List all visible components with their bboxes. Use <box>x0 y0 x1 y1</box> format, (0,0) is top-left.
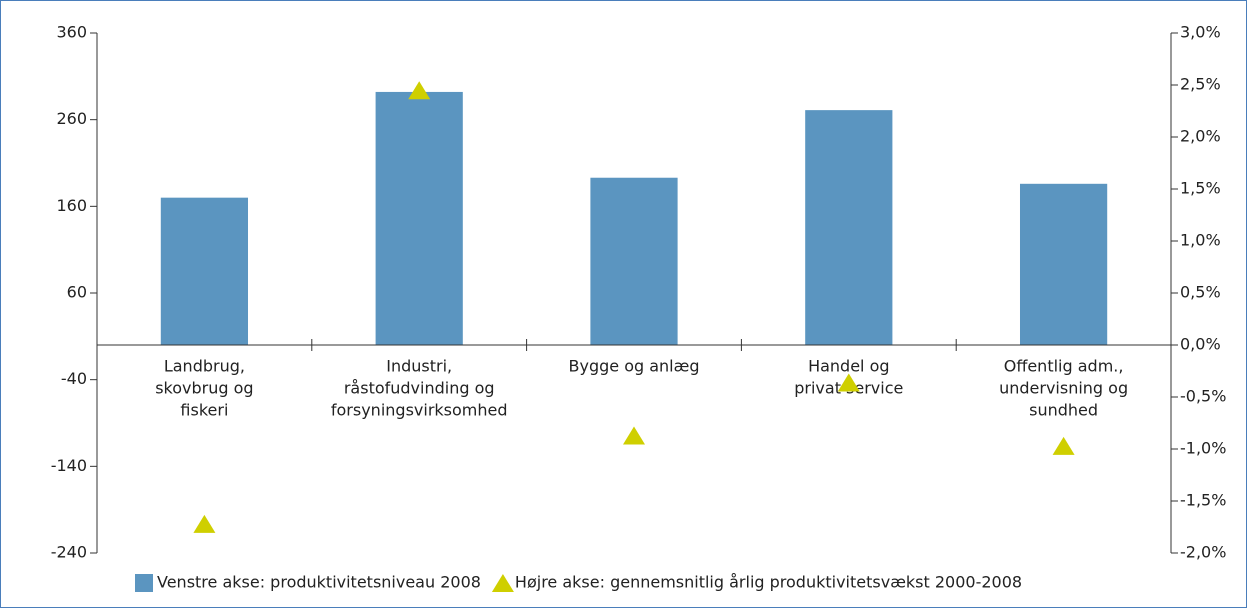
y2-tick-label: -2,0% <box>1180 543 1226 562</box>
x-tick-label: Industri, <box>386 357 452 376</box>
bar <box>805 110 893 345</box>
y2-tick-label: 3,0% <box>1180 23 1221 42</box>
y2-tick-label: 2,0% <box>1180 127 1221 146</box>
y-tick-label: -240 <box>51 543 87 562</box>
legend-label: Venstre akse: produktivitetsniveau 2008 <box>157 573 481 592</box>
x-tick-label: undervisning og <box>999 379 1128 398</box>
bar <box>375 91 463 345</box>
triangle-marker <box>408 81 431 100</box>
y-tick-label: -140 <box>51 456 87 475</box>
triangle-marker <box>193 514 216 533</box>
y2-tick-label: 1,0% <box>1180 231 1221 250</box>
x-tick-label: Landbrug, <box>164 357 245 376</box>
y2-tick-label: -0,5% <box>1180 387 1226 406</box>
y2-tick-label: -1,0% <box>1180 439 1226 458</box>
y-tick-label: 60 <box>67 283 87 302</box>
y-tick-label: 360 <box>56 23 87 42</box>
bar <box>1019 183 1108 345</box>
triangle-marker <box>1052 436 1075 455</box>
x-tick-label: Bygge og anlæg <box>569 357 700 376</box>
x-tick-label: fiskeri <box>180 401 228 420</box>
x-tick-label: Handel og <box>808 357 889 376</box>
legend-swatch <box>135 574 153 592</box>
legend-swatch <box>491 574 514 592</box>
bar <box>590 177 678 345</box>
y-tick-label: 260 <box>56 109 87 128</box>
y-tick-label: 160 <box>56 196 87 215</box>
y2-tick-label: 1,5% <box>1180 179 1221 198</box>
x-tick-label: Offentlig adm., <box>1004 357 1124 376</box>
x-tick-label: sundhed <box>1029 401 1098 420</box>
x-tick-label: råstofudvinding og <box>344 379 495 398</box>
x-tick-label: skovbrug og <box>155 379 253 398</box>
bar <box>160 197 249 345</box>
legend-label: Højre akse: gennemsnitlig årlig produkti… <box>515 573 1022 592</box>
x-tick-label: forsyningsvirksomhed <box>331 401 508 420</box>
triangle-marker <box>623 426 645 445</box>
triangle-marker <box>837 373 860 392</box>
y-tick-label: -40 <box>61 369 87 388</box>
y2-tick-label: 0,0% <box>1180 335 1221 354</box>
y2-tick-label: 0,5% <box>1180 283 1221 302</box>
y2-tick-label: 2,5% <box>1180 75 1221 94</box>
y2-tick-label: -1,5% <box>1180 491 1226 510</box>
